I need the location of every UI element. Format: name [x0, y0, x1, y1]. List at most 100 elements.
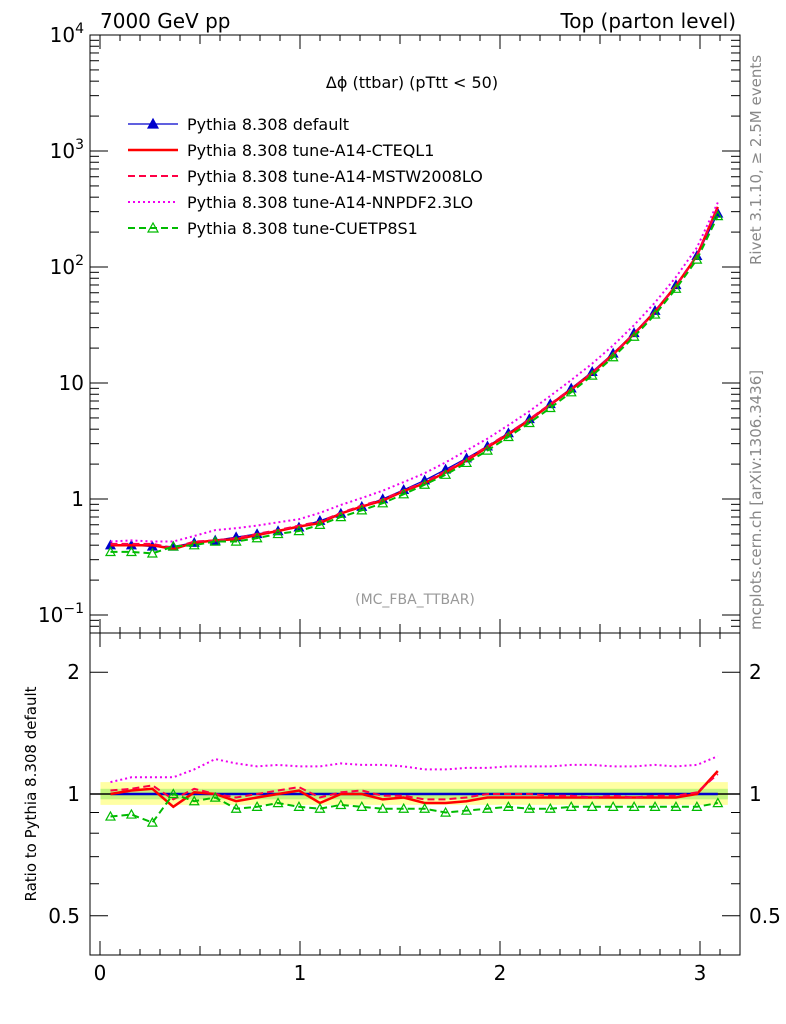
ratio-plot-marks	[90, 755, 740, 827]
legend-marker-4	[146, 221, 160, 233]
main-point-4-15	[419, 478, 431, 489]
x-tick-label: 0	[94, 961, 107, 985]
ratio-point-4-17	[461, 804, 473, 815]
main-point-4-27	[670, 282, 682, 293]
ratio-point-4-1	[125, 808, 137, 819]
ratio-point-4-25	[628, 801, 640, 811]
ratio-series-line-1	[110, 770, 719, 809]
main-point-4-4	[188, 539, 200, 550]
main-point-4-26	[649, 308, 661, 319]
main-series-line-2	[110, 207, 719, 549]
main-y-tick-label: 102	[50, 253, 84, 279]
main-point-4-23	[586, 369, 598, 380]
ratio-point-4-13	[377, 802, 389, 813]
ratio-point-4-14	[398, 802, 410, 813]
ratio-point-4-6	[230, 802, 242, 813]
legend-label-0: Pythia 8.308 default	[187, 115, 349, 134]
ratio-point-4-2	[146, 816, 158, 827]
ratio-y-tick-label: 0.5	[48, 904, 80, 928]
ratio-point-4-12	[356, 801, 368, 811]
plot-title: Δϕ (ttbar) (pTtt < 50)	[326, 73, 498, 92]
main-point-4-28	[691, 253, 703, 264]
ratio-point-4-0	[104, 810, 116, 821]
main-point-4-1	[125, 546, 137, 557]
ratio-point-4-3	[167, 788, 179, 799]
ratio-point-4-9	[293, 801, 305, 811]
main-y-tick-label: 1	[71, 487, 84, 511]
ratio-point-4-7	[251, 801, 263, 811]
main-point-4-10	[314, 519, 326, 529]
main-series-line-1	[110, 206, 719, 551]
main-series-line-4	[110, 215, 719, 555]
ratio-point-4-11	[335, 799, 347, 810]
ratio-point-4-8	[272, 797, 284, 808]
main-point-4-19	[502, 431, 514, 442]
main-point-4-12	[356, 504, 368, 515]
main-y-tick-label: 10	[59, 371, 84, 395]
ratio-point-4-23	[586, 801, 598, 811]
ratio-point-4-24	[607, 801, 619, 811]
ratio-y-tick-label-right: 0.5	[749, 904, 781, 928]
main-y-tick-labels: 10−1 1 10 102 103 104	[38, 21, 84, 627]
legend-label-1: Pythia 8.308 tune-A14-CTEQL1	[187, 141, 434, 160]
rivet-label: Rivet 3.1.10, ≥ 2.5M events	[747, 55, 765, 265]
main-point-4-8	[272, 528, 284, 539]
main-y-tick-label: 10−1	[38, 601, 84, 627]
main-point-4-6	[230, 535, 242, 546]
ratio-point-4-4	[188, 795, 200, 806]
ratio-y-tick-label-right: 2	[749, 660, 762, 684]
main-point-4-9	[293, 525, 305, 536]
header-left: 7000 GeV pp	[100, 9, 231, 33]
main-point-4-18	[481, 444, 493, 455]
ratio-point-4-10	[314, 802, 326, 813]
ratio-point-4-5	[209, 791, 221, 802]
main-point-4-25	[628, 330, 640, 341]
ratio-point-4-18	[481, 802, 493, 813]
main-point-4-14	[398, 488, 410, 499]
ratio-point-4-19	[502, 801, 514, 811]
main-point-4-20	[523, 417, 535, 428]
legend-marker-0	[146, 117, 160, 129]
ratio-series-line-2	[110, 773, 719, 801]
main-point-4-21	[544, 402, 556, 413]
main-point-4-2	[146, 547, 158, 558]
main-y-tick-label: 103	[50, 137, 84, 163]
x-tick-label: 1	[294, 961, 307, 985]
main-axis-ticks	[90, 34, 740, 634]
ratio-y-tick-labels: 0.5 0.5 1 1 2 2	[48, 660, 781, 928]
legend-label-3: Pythia 8.308 tune-A14-NNPDF2.3LO	[187, 193, 473, 212]
legend-label-4: Pythia 8.308 tune-CUETP8S1	[187, 219, 418, 238]
ratio-y-tick-label: 2	[67, 660, 80, 684]
legend: Pythia 8.308 default Pythia 8.308 tune-A1…	[128, 115, 483, 238]
ratio-point-4-29	[712, 797, 724, 808]
mcplots-label: mcplots.cern.ch [arXiv:1306.3436]	[747, 370, 765, 630]
main-point-4-5	[209, 535, 221, 546]
main-point-4-17	[461, 457, 473, 468]
main-point-4-7	[251, 532, 263, 543]
main-point-4-13	[377, 497, 389, 508]
main-series-line-0	[110, 213, 719, 548]
header-right: Top (parton level)	[559, 9, 736, 33]
ratio-point-4-16	[440, 806, 452, 817]
ratio-axis-ticks	[90, 633, 740, 956]
main-y-tick-label: 104	[50, 21, 84, 47]
ratio-point-4-28	[691, 801, 703, 811]
ratio-y-axis-label: Ratio to Pythia 8.308 default	[22, 686, 40, 901]
main-series-line-3	[110, 202, 719, 543]
ratio-point-4-20	[523, 802, 535, 813]
main-point-4-22	[565, 386, 577, 397]
main-plot-marks	[104, 202, 724, 558]
main-point-4-3	[167, 540, 179, 551]
main-point-4-0	[104, 546, 116, 557]
ratio-series-line-4	[110, 792, 718, 824]
main-point-4-29	[712, 210, 724, 221]
main-point-4-24	[607, 351, 619, 362]
legend-label-2: Pythia 8.308 tune-A14-MSTW2008LO	[187, 167, 483, 186]
main-point-4-11	[335, 511, 347, 522]
analysis-label: (MC_FBA_TTBAR)	[355, 592, 475, 608]
ratio-panel: 0.5 0.5 1 1 2 2 0 1 2 3 Ratio to Pythia 8.308 de…	[22, 632, 781, 985]
x-tick-label: 2	[494, 961, 507, 985]
ratio-point-4-21	[544, 802, 556, 813]
ratio-point-4-22	[565, 801, 577, 811]
